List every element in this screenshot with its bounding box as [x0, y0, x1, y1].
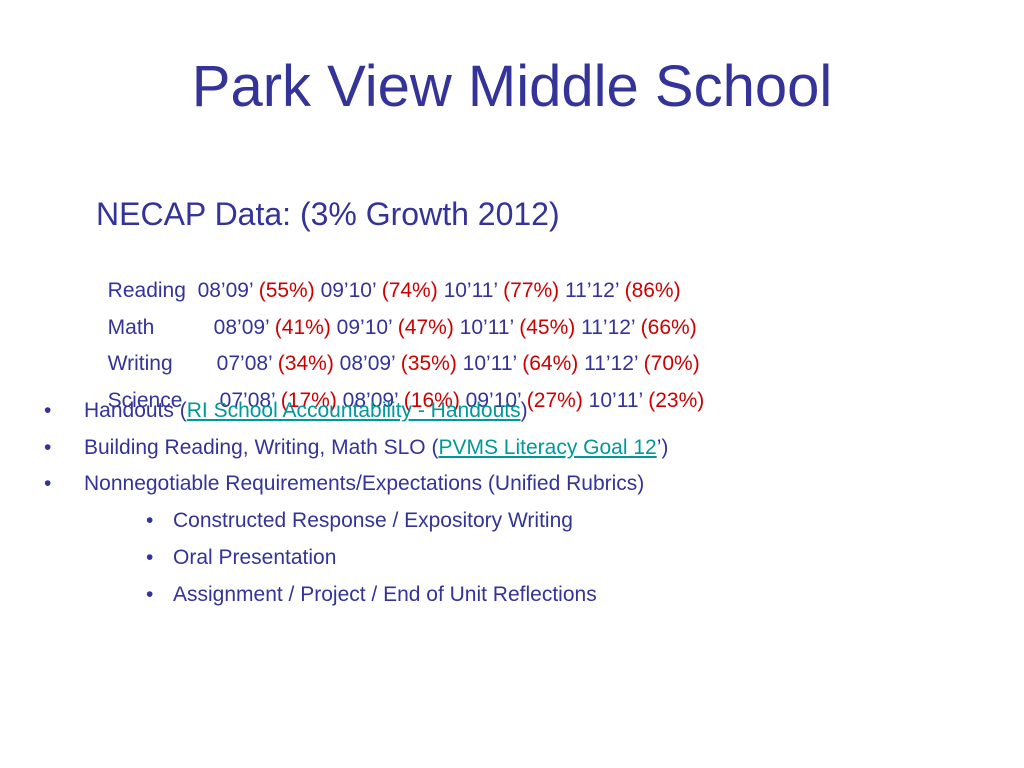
sub-bullet-item: Constructed Response / Expository Writin… [173, 509, 573, 532]
bullet-marker: • [44, 399, 52, 422]
sub-bullet-marker: • [146, 509, 154, 532]
score-value: (34%) [277, 352, 334, 375]
math-row: Math 08’09’ (41%) 09’10’ (47%) 10’11’ (45… [96, 286, 697, 342]
score-value: (23%) [648, 389, 705, 412]
year-label: 08’09’ [213, 316, 270, 339]
sub-bullet-marker: • [146, 546, 154, 569]
slo-prefix: Building Reading, Writing, Math SLO ( [84, 436, 439, 459]
year-label: 11’12’ [584, 352, 639, 375]
score-value: (16%) [403, 389, 460, 412]
score-value: (41%) [274, 316, 331, 339]
literacy-goal-link[interactable]: PVMS Literacy Goal 12 [438, 436, 657, 459]
score-value: (27%) [526, 389, 583, 412]
year-label: 10’11’ [462, 352, 517, 375]
sub-bullet-item: Oral Presentation [173, 546, 337, 569]
score-value: (35%) [400, 352, 457, 375]
year-label: 07’08’ [216, 352, 273, 375]
handouts-link[interactable]: RI School Accountability - Handouts [186, 399, 521, 422]
year-label: 09’10’ [320, 279, 376, 302]
year-label: 08’09’ [197, 279, 253, 302]
writing-row: Writing 07’08’ (34%) 08’09’ (35%) 10’11’ … [96, 322, 700, 378]
handouts-suffix: ) [520, 399, 528, 422]
year-label: 08’09’ [342, 389, 399, 412]
year-label: 08’09’ [339, 352, 396, 375]
score-value: (55%) [258, 279, 315, 302]
subject-label: Math [107, 316, 155, 339]
score-value: (64%) [522, 352, 579, 375]
year-label: 07’08’ [219, 389, 276, 412]
score-value: (66%) [640, 316, 697, 339]
year-label: 09’10’ [465, 389, 522, 412]
score-value: (77%) [503, 279, 560, 302]
year-label: 10’11’ [588, 389, 643, 412]
sub-bullet-item: Assignment / Project / End of Unit Refle… [173, 583, 597, 606]
score-value: (86%) [624, 279, 681, 302]
year-label: 11’12’ [565, 279, 619, 302]
subject-label: Writing [107, 352, 173, 375]
score-value: (45%) [519, 316, 576, 339]
score-value: (70%) [643, 352, 700, 375]
requirements-bullet: Nonnegotiable Requirements/Expectations … [84, 472, 645, 495]
slo-suffix: ’) [656, 436, 669, 459]
science-row: Science 07’08’ (17%) 08’09’ (16%) 09’10’ … [96, 359, 705, 415]
handouts-prefix: Handouts ( [84, 399, 187, 422]
slide-title: Park View Middle School [191, 54, 833, 119]
slo-bullet: Building Reading, Writing, Math SLO (PVM… [84, 434, 668, 462]
reading-row: Reading 08’09’ (55%) 09’10’ (74%) 10’11’… [96, 249, 681, 305]
score-value: (17%) [280, 389, 337, 412]
score-value: (74%) [381, 279, 438, 302]
bullet-marker: • [44, 472, 52, 495]
subject-label: Science [107, 389, 183, 412]
score-value: (47%) [397, 316, 454, 339]
handouts-bullet: Handouts (RI School Accountability - Han… [84, 397, 528, 425]
necap-heading: NECAP Data: (3% Growth 2012) [96, 196, 560, 232]
year-label: 10’11’ [443, 279, 498, 302]
sub-bullet-marker: • [146, 583, 154, 606]
bullet-marker: • [44, 436, 52, 459]
subject-label: Reading [107, 279, 186, 302]
year-label: 11’12’ [581, 316, 636, 339]
year-label: 09’10’ [336, 316, 393, 339]
year-label: 10’11’ [459, 316, 514, 339]
